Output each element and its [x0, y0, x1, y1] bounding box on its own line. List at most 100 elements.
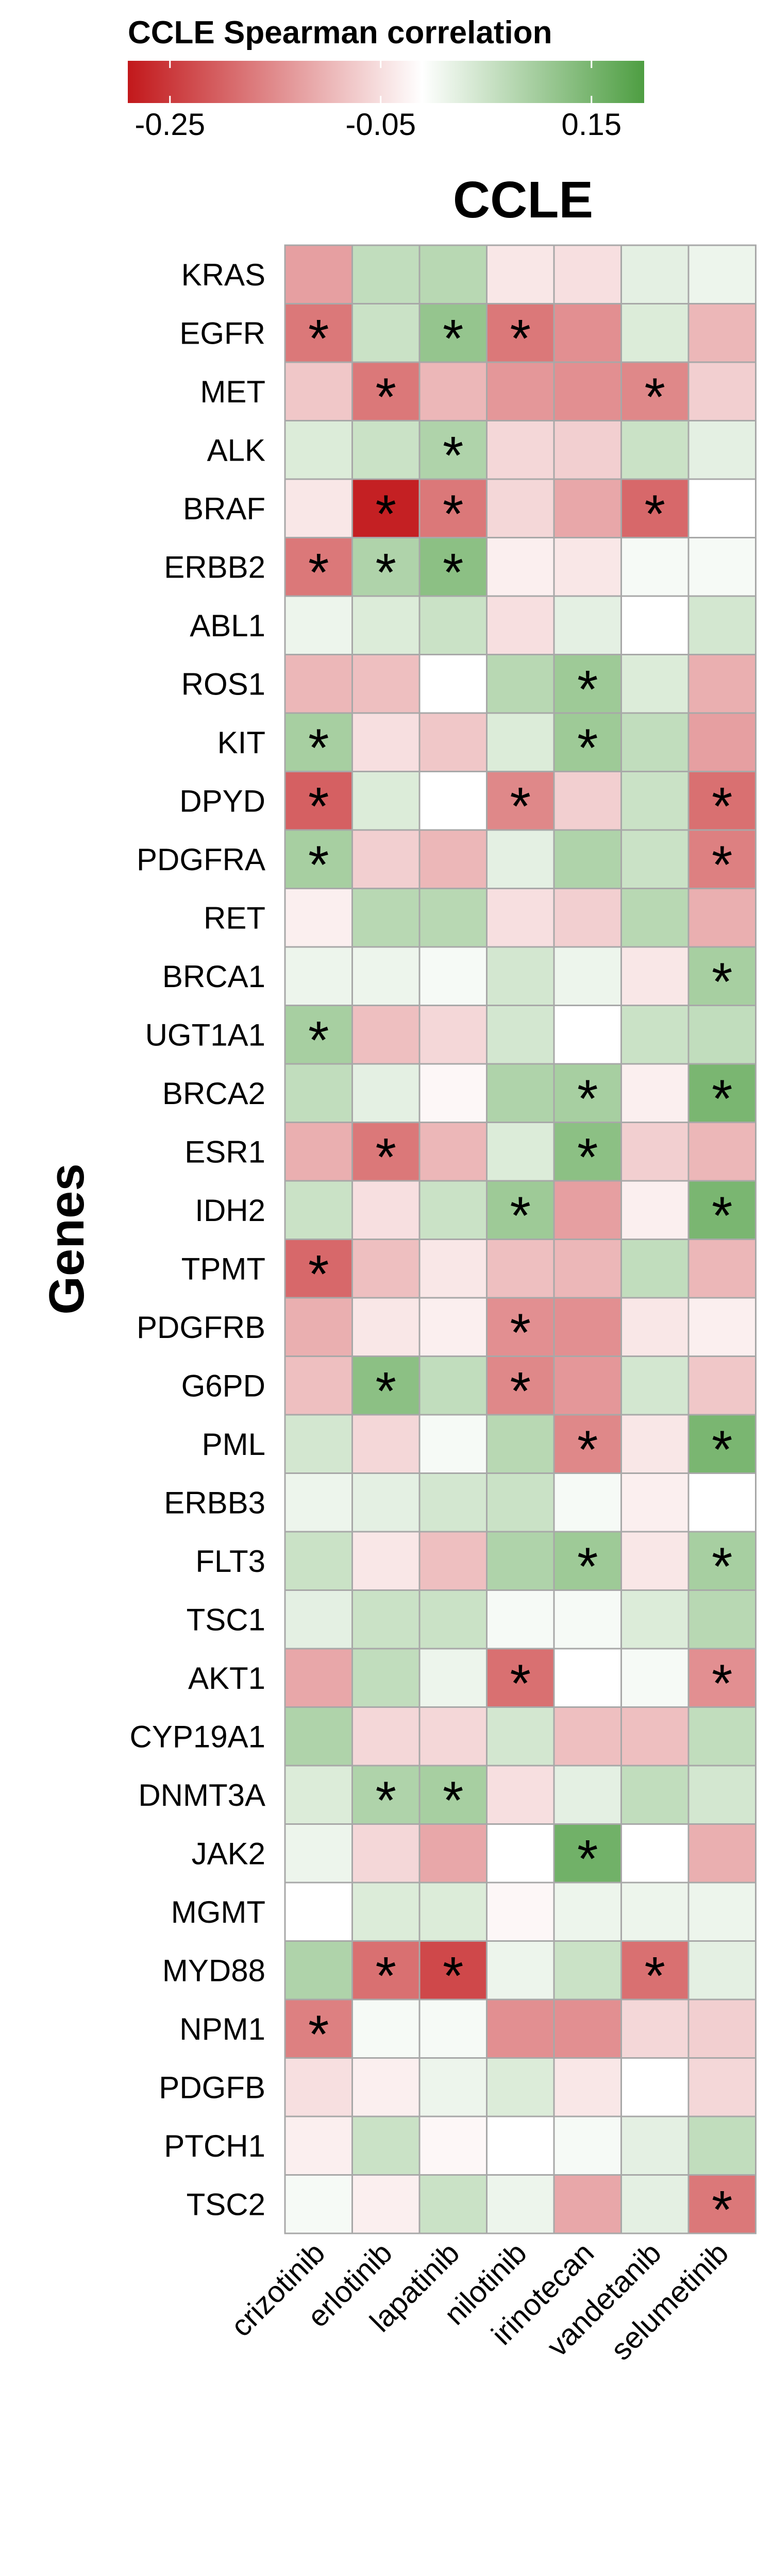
heatmap-cell	[553, 1765, 622, 1825]
significance-star: *	[443, 426, 463, 485]
heatmap-cell	[486, 654, 555, 714]
heatmap-cell	[486, 1005, 555, 1065]
row-label: G6PD	[181, 1368, 265, 1403]
heatmap-cell	[620, 1180, 690, 1240]
heatmap-cell	[284, 244, 353, 304]
heatmap-cell	[351, 2057, 421, 2117]
significance-star: *	[577, 1537, 598, 1597]
row-label: ESR1	[184, 1134, 265, 1169]
heatmap-cell	[418, 1239, 488, 1299]
heatmap-cell	[620, 537, 690, 597]
heatmap-cell	[486, 1998, 555, 2059]
row-label: BRAF	[183, 492, 265, 526]
heatmap-cell	[284, 1122, 353, 1182]
heatmap-cell	[351, 1998, 421, 2059]
significance-star: *	[712, 1186, 732, 1246]
heatmap-cell	[351, 1472, 421, 1533]
significance-markers: * * * * * * * * * * * * * * * * * * * * * * * * * * * * * * * * * * * * * * * *…	[308, 309, 732, 2240]
heatmap-cell	[351, 712, 421, 772]
row-label: MGMT	[171, 1895, 265, 1929]
heatmap-cell	[351, 888, 421, 948]
heatmap-cell	[620, 1005, 690, 1065]
heatmap-cell	[284, 2115, 353, 2176]
heatmap-cell	[351, 2174, 421, 2234]
row-label: MYD88	[162, 1953, 265, 1988]
significance-star: *	[577, 659, 598, 719]
legend-tick-label: -0.25	[135, 107, 205, 142]
significance-star: *	[712, 952, 732, 1012]
heatmap-cell	[620, 303, 690, 363]
heatmap-cell	[486, 1297, 555, 1357]
row-label: IDH2	[195, 1193, 265, 1228]
row-label: ERBB2	[164, 550, 265, 584]
heatmap-cell	[486, 1940, 555, 2001]
legend-tick-label: 0.15	[561, 107, 621, 142]
significance-star: *	[645, 1946, 665, 2006]
heatmap-cell	[351, 1882, 421, 1942]
heatmap-cell	[418, 946, 488, 1006]
color-legend: CCLE Spearman correlation -0.25 -0.05 0.15	[128, 15, 644, 142]
heatmap-cell	[418, 1823, 488, 1884]
heatmap-cell	[418, 1882, 488, 1942]
row-label: DPYD	[179, 784, 265, 818]
heatmap-cell	[687, 1239, 757, 1299]
significance-star: *	[712, 1654, 732, 1714]
heatmap-cell	[687, 1005, 757, 1065]
heatmap-cell	[620, 1940, 690, 2001]
heatmap-cell	[687, 1414, 757, 1474]
heatmap-cell	[284, 361, 353, 421]
row-label: NPM1	[179, 2012, 265, 2046]
heatmap-cell	[418, 2174, 488, 2234]
heatmap-cell	[351, 1355, 421, 1416]
heatmap-cells	[284, 244, 757, 2234]
heatmap-cell	[687, 1882, 757, 1942]
heatmap-cell	[418, 1648, 488, 1708]
row-label: PML	[202, 1427, 265, 1462]
heatmap-cell	[486, 420, 555, 480]
heatmap-cell	[351, 1589, 421, 1650]
heatmap-cell	[620, 1355, 690, 1416]
heatmap-cell	[351, 1239, 421, 1299]
heatmap-cell	[284, 712, 353, 772]
heatmap-cell	[687, 2115, 757, 2176]
heatmap-cell	[553, 1998, 622, 2059]
row-label: DNMT3A	[138, 1778, 265, 1812]
heatmap-cell	[351, 478, 421, 538]
significance-star: *	[645, 484, 665, 544]
significance-star: *	[376, 1946, 396, 2006]
heatmap-cell	[418, 1297, 488, 1357]
heatmap-cell	[687, 2057, 757, 2117]
legend-tick-label: -0.05	[345, 107, 416, 142]
heatmap-cell	[284, 1472, 353, 1533]
significance-star: *	[376, 1127, 396, 1187]
heatmap-cell	[284, 1063, 353, 1123]
heatmap-cell	[418, 1005, 488, 1065]
significance-star: *	[308, 1010, 329, 1070]
heatmap-cell	[553, 244, 622, 304]
heatmap-cell	[351, 1005, 421, 1065]
heatmap-cell	[486, 595, 555, 655]
heatmap-cell	[284, 771, 353, 831]
heatmap-cell	[486, 1648, 555, 1708]
heatmap-cell	[687, 478, 757, 538]
heatmap-cell	[553, 1414, 622, 1474]
heatmap-cell	[284, 1005, 353, 1065]
heatmap-cell	[418, 537, 488, 597]
heatmap-cell	[418, 1998, 488, 2059]
heatmap-cell	[687, 1531, 757, 1591]
y-axis-label: Genes	[39, 1163, 94, 1314]
significance-star: *	[376, 1361, 396, 1421]
heatmap-cell	[486, 1882, 555, 1942]
row-label: MET	[200, 375, 265, 409]
heatmap-cell	[553, 1823, 622, 1884]
row-label: KRAS	[181, 258, 265, 292]
heatmap-cell	[486, 1063, 555, 1123]
heatmap-cell	[553, 888, 622, 948]
heatmap-cell	[284, 595, 353, 655]
heatmap-cell	[418, 1063, 488, 1123]
heatmap-cell	[687, 1765, 757, 1825]
heatmap-cell	[687, 1940, 757, 2001]
heatmap-cell	[284, 1414, 353, 1474]
heatmap-cell	[620, 829, 690, 889]
heatmap-cell	[418, 829, 488, 889]
